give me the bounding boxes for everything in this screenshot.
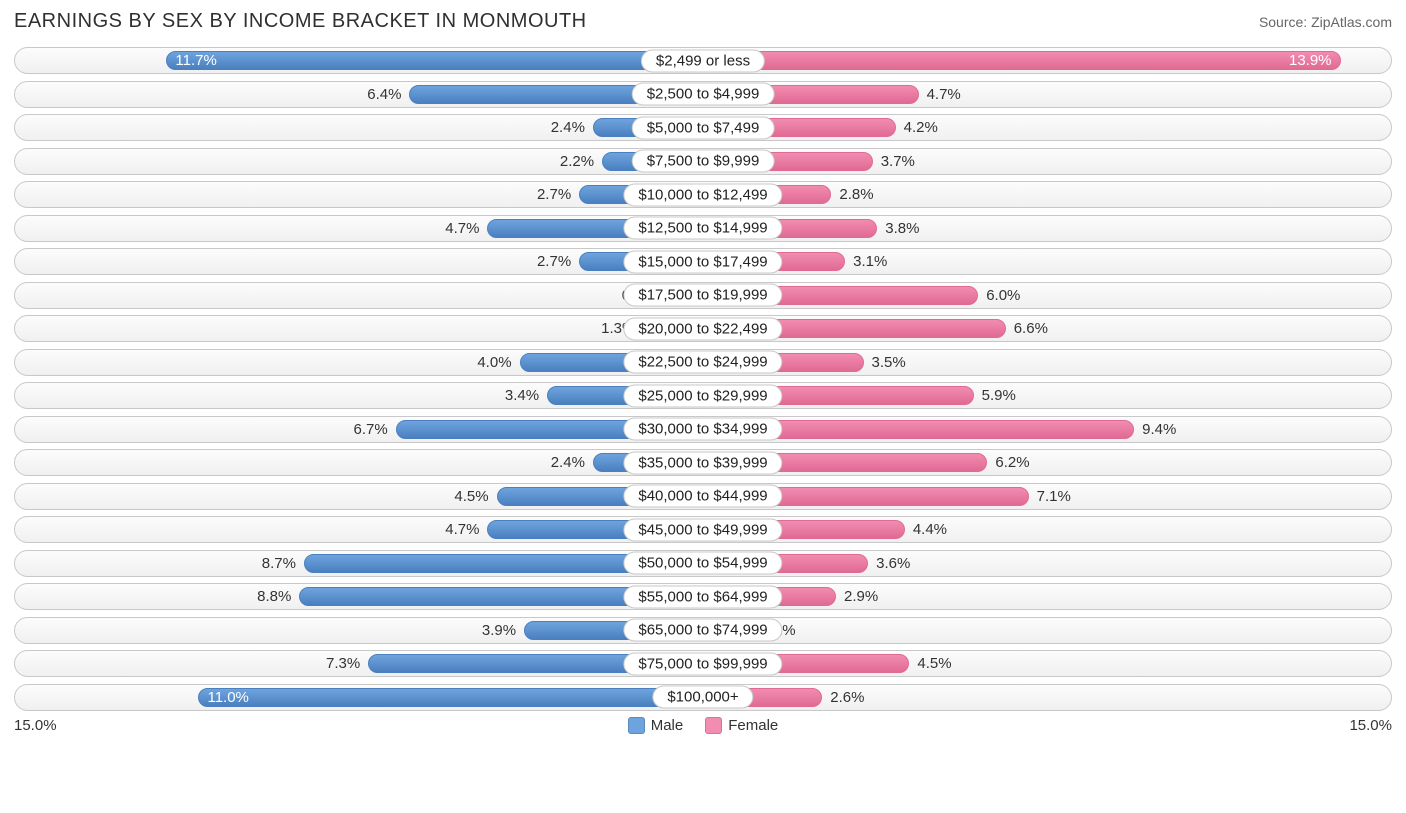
category-label: $7,500 to $9,999 [632,150,775,173]
category-label: $50,000 to $54,999 [623,552,782,575]
female-value-label: 3.8% [877,220,927,237]
source-name: ZipAtlas.com [1311,14,1392,30]
chart-footer: 15.0% Male Female 15.0% [14,717,1392,734]
male-bar: 11.0% [198,688,703,707]
chart-row: 8.8% 2.9% $55,000 to $64,999 [14,583,1392,610]
female-value-label: 3.6% [868,555,918,572]
chart-row: 2.7% 3.1% $15,000 to $17,499 [14,248,1392,275]
male-value-label: 2.4% [543,454,593,471]
category-label: $22,500 to $24,999 [623,351,782,374]
category-label: $5,000 to $7,499 [632,116,775,139]
male-value-label: 2.4% [543,119,593,136]
chart-row: 4.7% 4.4% $45,000 to $49,999 [14,516,1392,543]
female-value-label: 4.2% [896,119,946,136]
female-value-label: 3.1% [845,253,895,270]
category-label: $45,000 to $49,999 [623,518,782,541]
chart-row: 11.7% 13.9% $2,499 or less [14,47,1392,74]
female-value-label: 3.7% [873,153,923,170]
category-label: $35,000 to $39,999 [623,451,782,474]
legend-label-female: Female [728,717,778,734]
male-bar: 11.7% [166,51,703,70]
female-value-label: 13.9% [1289,52,1332,69]
legend-swatch-female [705,717,722,734]
female-value-label: 6.0% [978,287,1028,304]
male-value-label: 7.3% [318,655,368,672]
male-value-label: 4.0% [469,354,519,371]
male-value-label: 2.2% [552,153,602,170]
chart-row: 7.3% 4.5% $75,000 to $99,999 [14,650,1392,677]
source-prefix: Source: [1259,14,1311,30]
female-value-label: 4.5% [909,655,959,672]
male-value-label: 6.7% [346,421,396,438]
category-label: $15,000 to $17,499 [623,250,782,273]
female-value-label: 5.9% [974,387,1024,404]
female-value-label: 6.2% [987,454,1037,471]
chart-row: 2.4% 6.2% $35,000 to $39,999 [14,449,1392,476]
chart-source: Source: ZipAtlas.com [1259,14,1392,30]
chart-row: 2.4% 4.2% $5,000 to $7,499 [14,114,1392,141]
category-label: $10,000 to $12,499 [623,183,782,206]
chart-row: 2.2% 3.7% $7,500 to $9,999 [14,148,1392,175]
male-value-label: 3.9% [474,622,524,639]
category-label: $75,000 to $99,999 [623,652,782,675]
female-value-label: 2.6% [822,689,872,706]
category-label: $65,000 to $74,999 [623,619,782,642]
legend-item-female: Female [705,717,778,734]
chart-row: 6.7% 9.4% $30,000 to $34,999 [14,416,1392,443]
legend-swatch-male [628,717,645,734]
female-value-label: 4.4% [905,521,955,538]
category-label: $30,000 to $34,999 [623,418,782,441]
legend-item-male: Male [628,717,684,734]
category-label: $100,000+ [652,686,753,709]
female-value-label: 6.6% [1006,320,1056,337]
male-value-label: 11.0% [207,689,248,706]
male-value-label: 4.7% [437,521,487,538]
legend: Male Female [628,717,779,734]
category-label: $55,000 to $64,999 [623,585,782,608]
male-value-label: 4.5% [446,488,496,505]
male-value-label: 6.4% [359,86,409,103]
female-value-label: 3.5% [864,354,914,371]
female-value-label: 4.7% [919,86,969,103]
female-bar: 13.9% [703,51,1341,70]
male-value-label: 8.8% [249,588,299,605]
male-value-label: 2.7% [529,186,579,203]
category-label: $40,000 to $44,999 [623,485,782,508]
female-value-label: 9.4% [1134,421,1184,438]
male-value-label: 8.7% [254,555,304,572]
axis-right-max: 15.0% [1349,717,1392,734]
male-value-label: 3.4% [497,387,547,404]
category-label: $2,499 or less [641,49,765,72]
chart-row: 6.4% 4.7% $2,500 to $4,999 [14,81,1392,108]
category-label: $12,500 to $14,999 [623,217,782,240]
chart-row: 3.4% 5.9% $25,000 to $29,999 [14,382,1392,409]
female-value-label: 2.8% [831,186,881,203]
chart-row: 3.9%1.1%$65,000 to $74,999 [14,617,1392,644]
axis-left-max: 15.0% [14,717,57,734]
category-label: $25,000 to $29,999 [623,384,782,407]
male-value-label: 4.7% [437,220,487,237]
female-value-label: 2.9% [836,588,886,605]
chart-header: EARNINGS BY SEX BY INCOME BRACKET IN MON… [14,10,1392,33]
male-value-label: 11.7% [175,52,216,69]
chart-row: 4.0% 3.5% $22,500 to $24,999 [14,349,1392,376]
chart-row: 4.5% 7.1% $40,000 to $44,999 [14,483,1392,510]
category-label: $20,000 to $22,499 [623,317,782,340]
chart-row: 8.7% 3.6% $50,000 to $54,999 [14,550,1392,577]
chart-row: 1.3%6.6%$20,000 to $22,499 [14,315,1392,342]
category-label: $17,500 to $19,999 [623,284,782,307]
male-value-label: 2.7% [529,253,579,270]
legend-label-male: Male [651,717,684,734]
chart-row: 4.7% 3.8% $12,500 to $14,999 [14,215,1392,242]
diverging-bar-chart: 11.7% 13.9% $2,499 or less 6.4% 4.7% $2,500 t… [14,47,1392,711]
chart-row: 11.0% 2.6% $100,000+ [14,684,1392,711]
chart-title: EARNINGS BY SEX BY INCOME BRACKET IN MON… [14,10,587,33]
category-label: $2,500 to $4,999 [632,83,775,106]
female-value-label: 7.1% [1029,488,1079,505]
chart-row: 2.7% 2.8% $10,000 to $12,499 [14,181,1392,208]
chart-row: 0.67%6.0%$17,500 to $19,999 [14,282,1392,309]
